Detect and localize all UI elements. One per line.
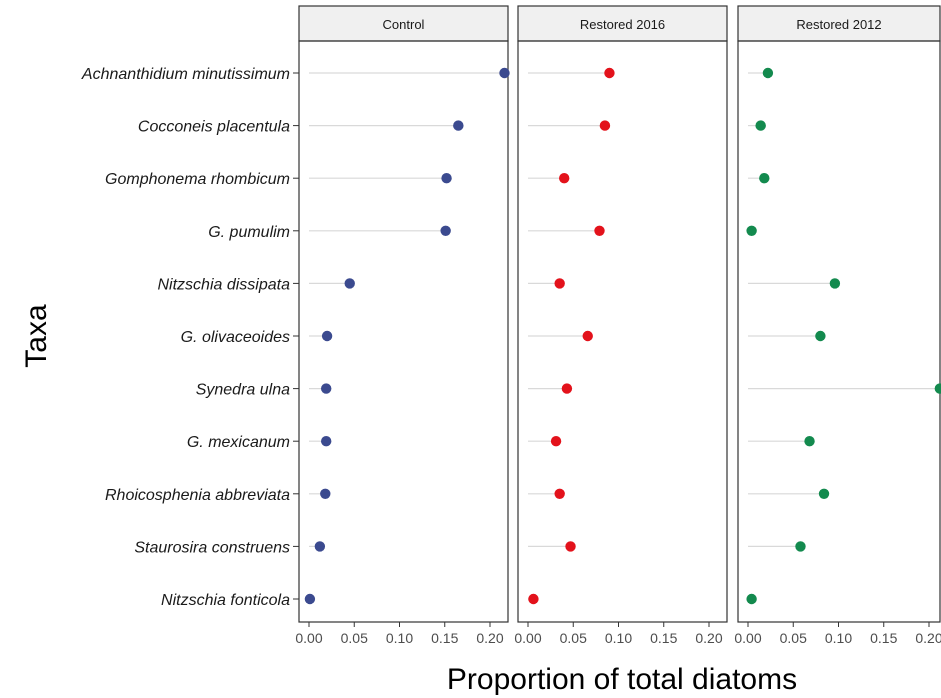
data-point <box>550 436 562 447</box>
x-tick-label: 0.15 <box>650 630 677 646</box>
data-point <box>759 173 770 184</box>
category-label: Nitzschia fonticola <box>161 592 290 609</box>
facet-strip <box>737 5 941 42</box>
facet-strip <box>298 5 509 42</box>
data-point <box>320 383 332 394</box>
data-point <box>440 225 451 236</box>
facet-panel: Control 0.00 0.05 0.10 0.15 0.20 <box>295 5 510 646</box>
data-point <box>604 67 615 79</box>
data-point <box>554 278 565 289</box>
x-tick-label: 0.10 <box>825 630 852 646</box>
category-labels: Achnanthidium minutissimum Cocconeis plac… <box>81 66 299 609</box>
category-label: Achnanthidium minutissimum <box>81 66 290 83</box>
data-point <box>561 383 573 394</box>
data-point <box>453 120 464 131</box>
x-tick-label: 0.05 <box>341 630 368 646</box>
facet-panel-border <box>298 40 509 623</box>
data-point <box>554 488 565 499</box>
data-point <box>304 593 316 605</box>
x-tick-label: 0.20 <box>915 630 941 646</box>
x-tick-label: 0.15 <box>431 630 458 646</box>
facet-strip-label: Restored 2012 <box>796 17 881 32</box>
category-label: Cocconeis placentula <box>138 119 290 136</box>
x-tick-label: 0.10 <box>605 630 632 646</box>
x-tick-label: 0.10 <box>386 630 413 646</box>
data-point <box>804 436 815 447</box>
data-point <box>746 593 757 605</box>
facet-panel-border <box>737 40 941 623</box>
facet-strip-label: Restored 2016 <box>580 17 665 32</box>
data-point <box>320 488 331 499</box>
x-axis-title: Proportion of total diatoms <box>447 663 797 696</box>
data-point <box>829 278 841 289</box>
category-label: G. pumulim <box>208 224 290 241</box>
data-point <box>815 330 826 342</box>
data-point <box>559 173 570 184</box>
data-point <box>795 541 806 552</box>
x-tick-label: 0.05 <box>560 630 587 646</box>
data-point <box>528 593 539 605</box>
data-point <box>321 330 333 342</box>
data-point <box>599 120 611 131</box>
data-point <box>314 541 326 552</box>
x-tick-label: 0.15 <box>870 630 897 646</box>
data-point <box>746 225 757 236</box>
category-label: Gomphonema rhombicum <box>105 171 290 188</box>
category-label: Nitzschia dissipata <box>158 276 291 293</box>
category-label: G. mexicanum <box>187 434 290 451</box>
data-point <box>594 225 605 236</box>
data-point <box>344 278 355 289</box>
data-point <box>565 541 576 552</box>
facet-panel: Restored 2012 0.00 0.05 0.10 0.15 0.20 <box>734 5 941 646</box>
x-tick-label: 0.00 <box>734 630 761 646</box>
data-point <box>441 173 452 184</box>
data-point <box>499 67 510 79</box>
facet-strip-label: Control <box>383 17 425 32</box>
data-point <box>755 120 766 131</box>
data-point <box>934 383 941 394</box>
data-point <box>582 330 593 342</box>
data-point <box>320 436 332 447</box>
facet-panel-border <box>517 40 728 623</box>
x-tick-label: 0.00 <box>295 630 322 646</box>
category-label: G. olivaceoides <box>181 329 290 346</box>
data-point <box>762 67 774 79</box>
category-label: Synedra ulna <box>196 382 290 399</box>
data-point <box>818 488 830 499</box>
x-tick-label: 0.20 <box>476 630 503 646</box>
category-label: Rhoicosphenia abbreviata <box>105 487 290 504</box>
facet-panel: Restored 2016 0.00 0.05 0.10 0.15 0.20 <box>514 5 728 646</box>
facet-strip <box>517 5 728 42</box>
category-label: Staurosira construens <box>134 539 290 556</box>
x-tick-label: 0.00 <box>514 630 541 646</box>
x-tick-label: 0.05 <box>780 630 807 646</box>
x-tick-label: 0.20 <box>695 630 722 646</box>
y-axis-title: Taxa <box>20 304 53 368</box>
